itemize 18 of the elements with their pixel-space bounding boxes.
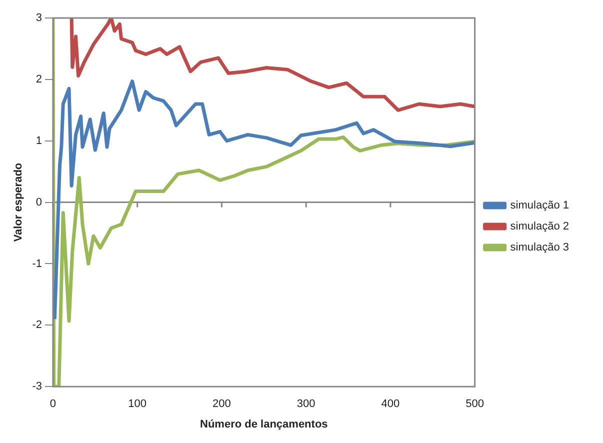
y-tick-label: -3 (32, 380, 42, 393)
legend-label: simulação 1 (510, 200, 570, 212)
x-tick-label: 100 (128, 398, 147, 410)
y-tick-label: 3 (36, 12, 42, 24)
y-tick-label: 2 (36, 73, 42, 86)
y-tick-label: 0 (36, 196, 42, 208)
y-tick-label: 1 (36, 134, 42, 147)
x-tick-label: 0 (50, 398, 56, 410)
x-tick-label: 400 (381, 398, 400, 410)
y-tick-label: -1 (32, 258, 42, 270)
legend-label: simulação 2 (510, 220, 570, 233)
y-tick-label: -2 (32, 319, 42, 332)
x-axis-title: Número de lançamentos (200, 418, 328, 430)
x-tick-label: 300 (296, 398, 316, 410)
x-tick-label: 500 (466, 398, 484, 410)
x-tick-label: 200 (212, 398, 231, 410)
legend-label: simulação 3 (510, 242, 570, 254)
y-axis-title: Valor esperado (12, 162, 25, 242)
